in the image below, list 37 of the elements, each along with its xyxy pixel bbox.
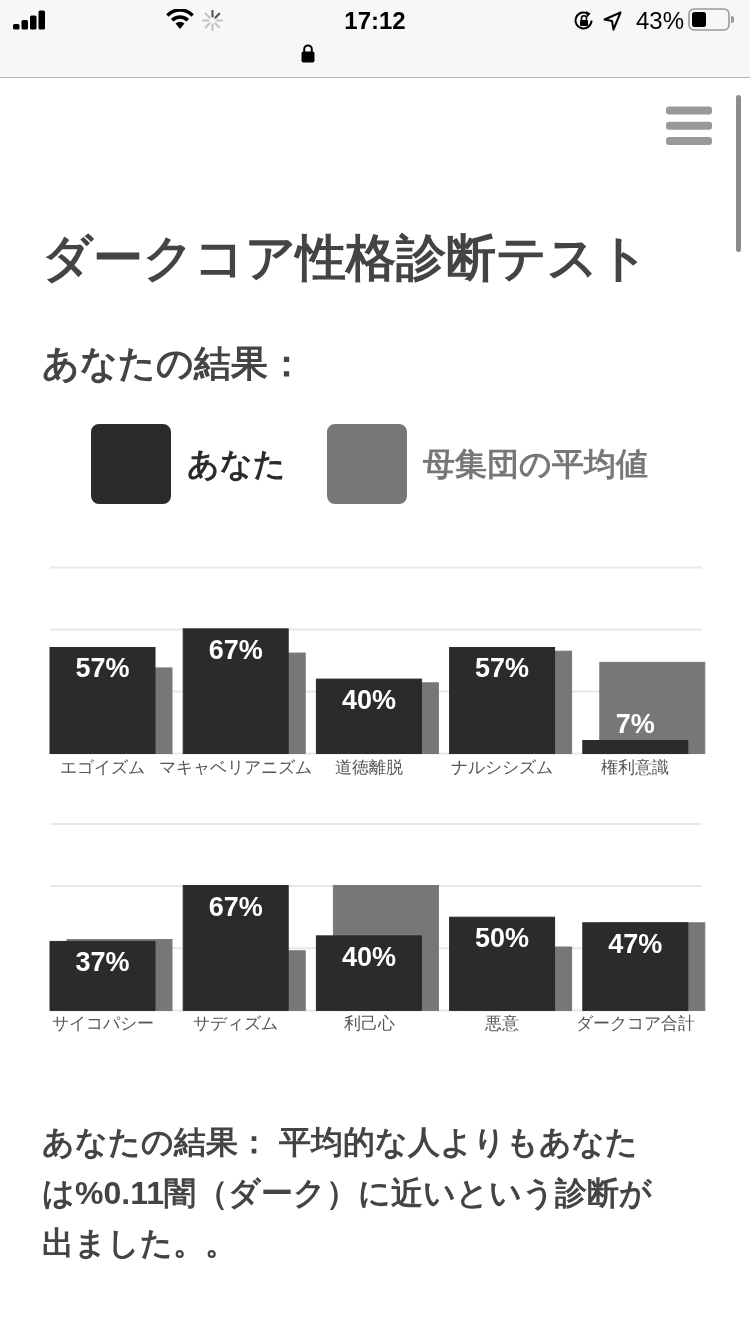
data-label: 57%	[75, 653, 130, 684]
data-label: 40%	[341, 941, 396, 972]
text: 母集団の平均値	[423, 445, 648, 484]
x-tick-label: ナルシシズム	[451, 756, 554, 777]
text: あなた	[187, 445, 286, 484]
data-label: 37%	[75, 947, 130, 978]
data-label: 67%	[208, 891, 263, 922]
data-label: 40%	[341, 685, 396, 716]
data-label: 67%	[208, 634, 263, 665]
bar	[182, 628, 289, 754]
x-tick-label: 道徳離脱	[335, 756, 403, 777]
bar	[315, 678, 422, 754]
x-tick-label: マキャベリアニズム	[159, 756, 313, 777]
text: あなたの結果： 平均的な人よりもあなたは%0.11闇（ダーク）に近いという診断が出ました。。	[42, 1123, 653, 1263]
bar	[582, 739, 689, 754]
bar	[182, 885, 289, 1011]
x-tick-label: サディズム	[193, 1013, 279, 1034]
x-tick-label: 権利意識	[601, 756, 670, 777]
text: 17:12	[343, 7, 407, 34]
x-tick-label: サイコパシー	[51, 1013, 154, 1034]
data-label: 7%	[615, 709, 655, 740]
data-label: 50%	[475, 923, 530, 954]
bar	[582, 922, 689, 1011]
bar	[49, 646, 156, 754]
bar	[49, 940, 156, 1011]
x-tick-label: ダークコア合計	[575, 1013, 695, 1034]
x-tick-label: 悪意	[484, 1013, 520, 1034]
bar	[449, 916, 556, 1011]
bar	[315, 935, 422, 1011]
bar	[449, 646, 556, 754]
chart-title: ダークコア性格診断テスト	[42, 229, 649, 287]
data-label: 47%	[608, 928, 663, 959]
x-tick-label: エゴイズム	[60, 756, 146, 777]
data-label: 57%	[475, 653, 530, 684]
x-tick-label: 利己心	[343, 1013, 395, 1034]
chart-subtitle: あなたの結果：	[42, 342, 305, 385]
text: 43%	[634, 7, 684, 34]
